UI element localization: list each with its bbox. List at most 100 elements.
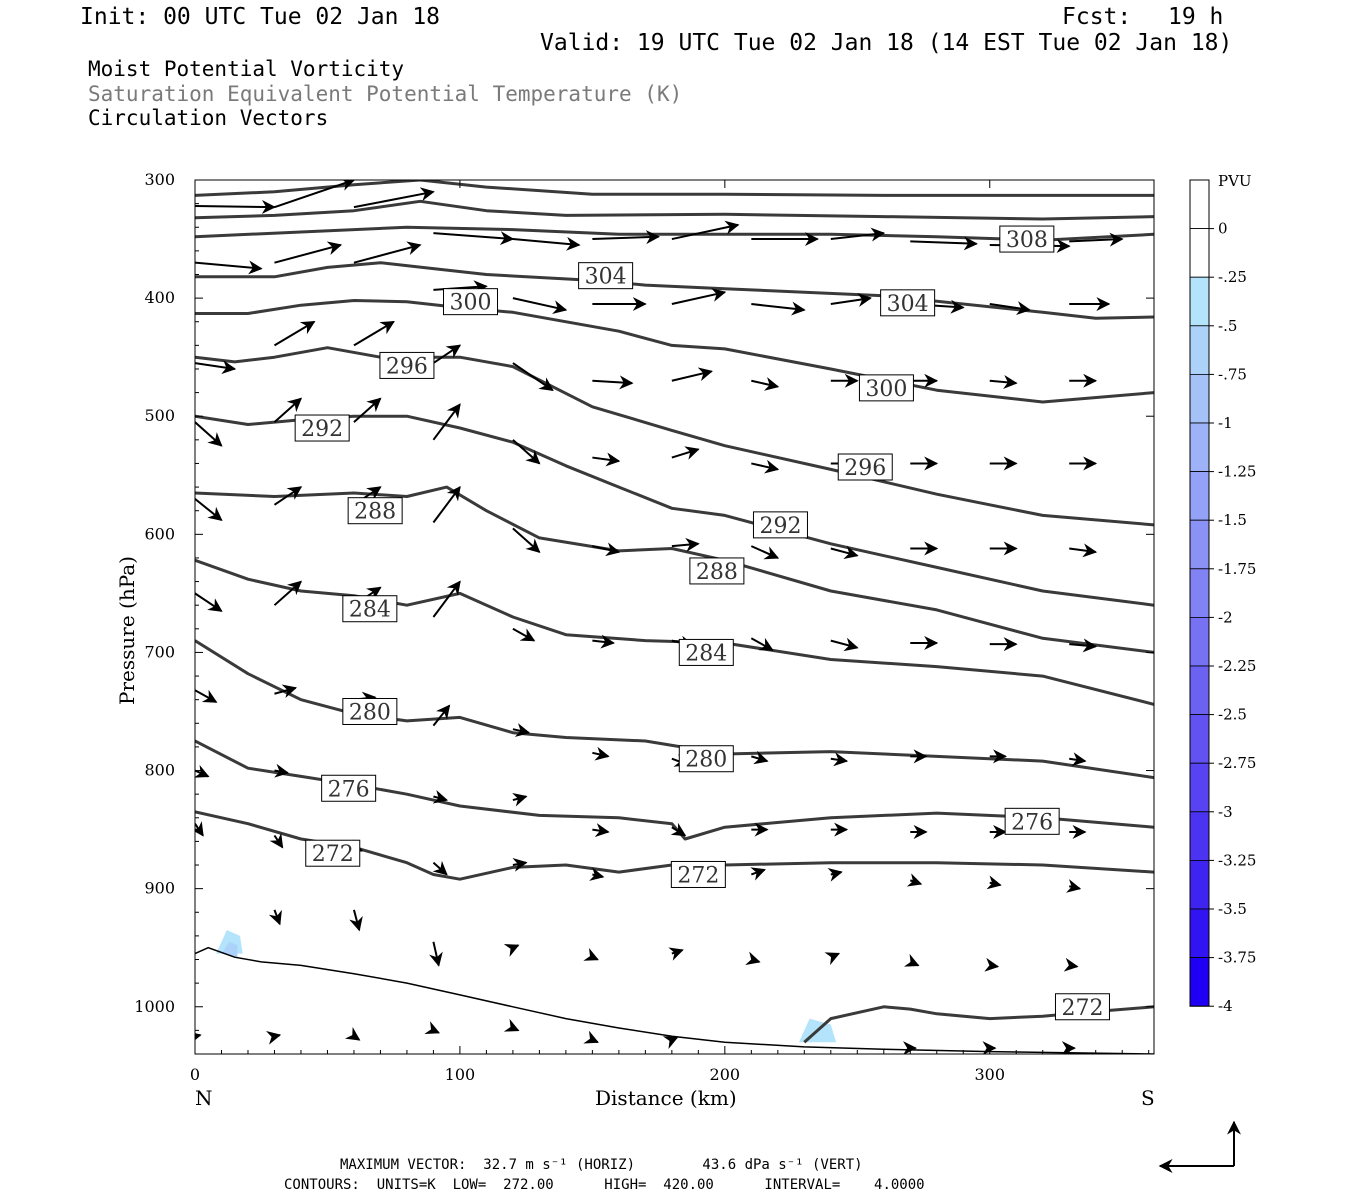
vector-113 xyxy=(668,947,684,961)
contour-label-box-21 xyxy=(1054,993,1110,1021)
vector-103 xyxy=(750,867,766,881)
contour-label-box-7 xyxy=(379,351,435,379)
vector-4 xyxy=(512,236,581,251)
contour-label-box-19 xyxy=(305,839,361,867)
colorbar-title: PVU xyxy=(1218,172,1252,190)
title-line-1: Moist Potential Vorticity xyxy=(88,57,405,81)
contour-info: CONTOURS: UNITS=K LOW= 272.00 HIGH= 420.… xyxy=(284,1177,925,1193)
theta-contour-0 xyxy=(195,225,1154,242)
vector-27 xyxy=(432,344,462,364)
vector-123 xyxy=(503,1018,520,1032)
vector-104 xyxy=(827,868,843,882)
vector-101 xyxy=(589,867,605,881)
colorbar-label-12: -3 xyxy=(1218,803,1233,821)
vector-25 xyxy=(273,320,316,347)
vector-100 xyxy=(512,857,528,872)
vector-72 xyxy=(195,689,218,703)
theta-contour-3 xyxy=(195,261,1154,320)
vector-15 xyxy=(433,280,488,295)
contour-label-6: 300 xyxy=(865,377,907,402)
contour-label-15: 280 xyxy=(349,700,391,725)
vector-20 xyxy=(830,293,872,307)
colorbar-cell-2 xyxy=(1189,276,1210,327)
title-line-2: Saturation Equivalent Potential Temperat… xyxy=(88,82,683,106)
vector-24 xyxy=(195,360,237,375)
colorbar-label-11: -2.75 xyxy=(1218,754,1256,772)
theta-contour-5 xyxy=(195,299,1154,404)
valid-time: Valid: 19 UTC Tue 02 Jan 18 (14 EST Tue … xyxy=(540,30,1233,56)
contour-label-box-6 xyxy=(858,374,914,402)
contour-label-14: 284 xyxy=(685,641,727,666)
vector-60 xyxy=(195,592,223,612)
vector-108 xyxy=(268,909,282,926)
colorbar-cell-1 xyxy=(1189,228,1210,278)
vector-80 xyxy=(830,752,849,767)
contour-label-16: 280 xyxy=(685,748,727,773)
contour-label-19: 272 xyxy=(312,842,354,867)
contour-label-12: 288 xyxy=(696,560,738,585)
vector-85 xyxy=(274,763,290,778)
y-tick-label-900: 900 xyxy=(144,879,175,898)
vector-99 xyxy=(432,860,448,876)
contour-label-box-13 xyxy=(342,595,398,623)
vector-67 xyxy=(750,637,774,651)
vector-105 xyxy=(906,873,923,887)
colorbar-label-13: -3.25 xyxy=(1218,851,1256,869)
title-line-3: Circulation Vectors xyxy=(88,106,329,130)
contour-label-9: 292 xyxy=(301,417,343,442)
theta-contour-1 xyxy=(195,199,1154,221)
theta-contour-17 xyxy=(195,739,1154,841)
vector-79 xyxy=(751,750,769,765)
contour-label-box-18 xyxy=(1004,807,1060,835)
terrain-line xyxy=(195,946,1154,1054)
vector-26 xyxy=(353,320,395,347)
max-vector-info: MAXIMUM VECTOR: 32.7 m s⁻¹ (HORIZ) 43.6 … xyxy=(340,1157,863,1173)
x-tick-label-300: 300 xyxy=(974,1065,1005,1084)
contour-label-box-15 xyxy=(342,697,398,725)
south-label: S xyxy=(1141,1086,1155,1110)
y-tick-label-700: 700 xyxy=(144,642,175,661)
x-tick-label-200: 200 xyxy=(710,1065,741,1084)
theta-contour-13 xyxy=(195,558,1154,706)
colorbar-cell-9 xyxy=(1189,617,1210,667)
vector-106 xyxy=(986,875,1002,890)
vector-73 xyxy=(274,684,298,698)
pv-shading xyxy=(208,862,871,1050)
colorbar-label-7: -1.75 xyxy=(1218,560,1256,578)
colorbar-cell-14 xyxy=(1189,860,1210,910)
colorbar-cell-5 xyxy=(1189,422,1210,472)
vector-49 xyxy=(273,486,303,506)
colorbar-label-8: -2 xyxy=(1218,608,1233,626)
vector-116 xyxy=(903,953,920,967)
vector-77 xyxy=(592,746,610,761)
circulation-vectors xyxy=(195,180,1124,1054)
vector-63 xyxy=(432,580,461,618)
x-axis-label: Distance (km) xyxy=(595,1086,737,1110)
terrain-profile xyxy=(195,946,1154,1054)
vector-87 xyxy=(432,790,449,804)
vector-124 xyxy=(583,1030,599,1044)
x-tick-label-100: 100 xyxy=(445,1065,476,1084)
plot-frame xyxy=(194,179,1155,1055)
vector-28 xyxy=(512,362,554,392)
colorbar-frame xyxy=(1189,179,1210,1007)
colorbar-cell-8 xyxy=(1189,568,1210,618)
contour-label-box-10 xyxy=(752,511,808,539)
vector-75 xyxy=(432,704,451,727)
y-axis-label: Pressure (hPa) xyxy=(115,556,139,705)
vector-42 xyxy=(671,446,700,460)
contour-label-18: 276 xyxy=(1011,810,1053,835)
contour-label-box-14 xyxy=(678,638,734,666)
pv-colorbar: PVU 0 -.25 -.5 -.75 -1 -1.25 -1.5 -1.75 -2 -2.25 -2… xyxy=(1189,172,1256,1015)
colorbar-cell-11 xyxy=(1189,714,1210,764)
vector-84 xyxy=(195,764,210,778)
forecast-hour: 19 h xyxy=(1168,4,1224,30)
contour-label-21: 272 xyxy=(1061,996,1103,1021)
vector-16 xyxy=(512,297,568,315)
vector-115 xyxy=(824,952,841,966)
vector-8 xyxy=(830,227,886,242)
colorbar-label-0: 0 xyxy=(1218,220,1228,238)
reference-vector-icon xyxy=(1158,1120,1241,1173)
vector-125 xyxy=(662,1036,679,1049)
contour-labels: 308 304 304 300 300 296 296 292 292 288 288 284 284 2… xyxy=(294,225,1110,1021)
